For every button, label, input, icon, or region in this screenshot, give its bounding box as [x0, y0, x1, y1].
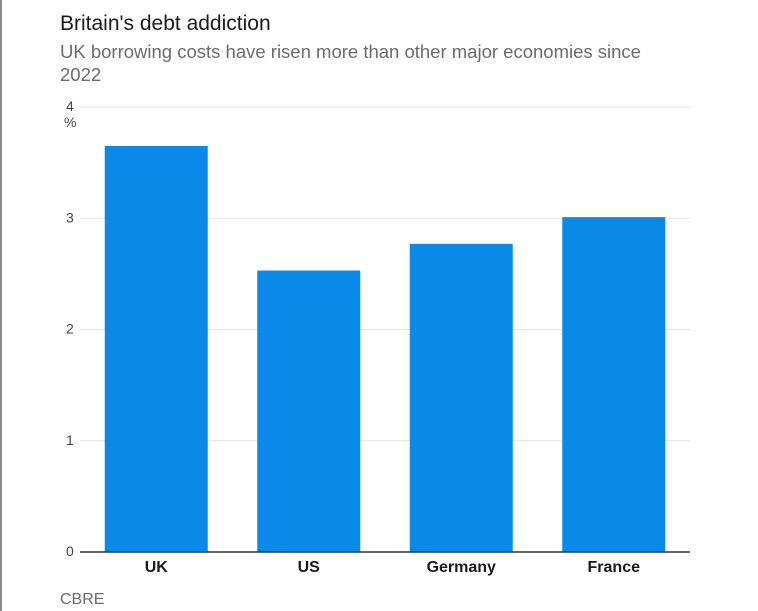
- left-border: [0, 0, 2, 611]
- bar-france: [562, 217, 666, 552]
- bars: [104, 145, 666, 552]
- chart-title: Britain's debt addiction: [60, 12, 271, 35]
- x-tick-label-uk: UK: [145, 559, 169, 576]
- x-tick-label-france: France: [588, 559, 641, 576]
- x-axis-labels: UK US Germany France: [145, 559, 640, 576]
- x-tick-label-us: US: [298, 559, 321, 576]
- bar-germany: [409, 243, 513, 552]
- chart-subtitle: UK borrowing costs have risen more than …: [60, 41, 641, 85]
- y-tick-label: 4: [66, 98, 74, 114]
- y-axis-unit-label: %: [64, 114, 76, 130]
- bar-us: [257, 270, 361, 552]
- source-label: CBRE: [60, 591, 105, 608]
- bar-uk: [104, 145, 208, 552]
- y-axis-ticks: % 0 1 2 3 4: [64, 98, 76, 559]
- y-tick-label: 3: [66, 209, 74, 225]
- y-tick-label: 0: [66, 543, 74, 559]
- x-tick-label-germany: Germany: [427, 559, 496, 576]
- y-tick-label: 2: [66, 321, 74, 337]
- y-tick-label: 1: [66, 432, 74, 448]
